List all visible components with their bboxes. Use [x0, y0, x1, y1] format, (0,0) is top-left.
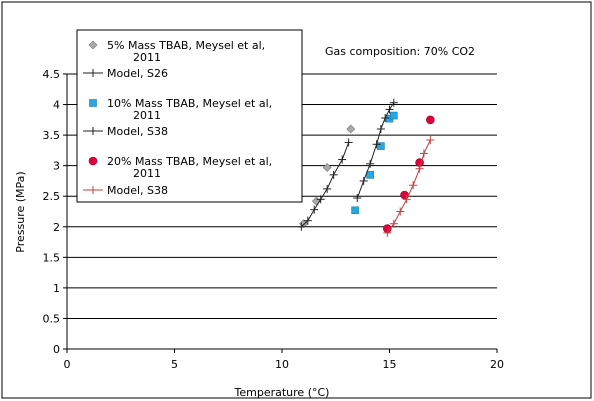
data-point [366, 171, 374, 179]
data-point [426, 115, 435, 125]
legend-label: 10% Mass TBAB, Meysel et al, 2011 [107, 97, 272, 122]
data-point [377, 142, 385, 150]
data-point [351, 206, 359, 215]
y-axis-title: Pressure (MPa) [14, 171, 27, 252]
x-tick-label: 10 [275, 358, 289, 371]
x-tick-label: 20 [490, 358, 504, 371]
legend: 5% Mass TBAB, Meysel et al, 2011 Model, S2… [76, 29, 303, 203]
legend-label: Model, S26 [107, 67, 168, 80]
y-tick-label: 3.5 [43, 129, 61, 142]
data-point [389, 111, 398, 120]
gas-composition-annotation: Gas composition: 70% CO2 [325, 45, 475, 58]
x-axis-title: Temperature (°C) [234, 386, 330, 399]
legend-swatch-marker [88, 40, 98, 50]
legend-label: 20% Mass TBAB, Meysel et al, 2011 [107, 155, 272, 180]
y-tick-label: 1.5 [43, 251, 61, 264]
legend-label: 5% Mass TBAB, Meysel et al, 2011 [107, 39, 265, 64]
model-line [301, 142, 350, 228]
legend-label: Model, S38 [107, 184, 168, 197]
y-tick-label: 2 [53, 221, 60, 234]
legend-swatch-marker [88, 156, 98, 166]
y-tick-label: 0.5 [43, 312, 61, 325]
legend-swatch-marker [89, 99, 97, 107]
y-tick-label: 1 [53, 282, 60, 295]
model-line [356, 102, 395, 199]
y-tick-label: 0 [53, 343, 60, 356]
data-point [346, 124, 356, 134]
y-tick-label: 4.5 [43, 68, 61, 81]
x-tick-label: 5 [171, 358, 178, 371]
data-point [322, 163, 332, 172]
plot-series [297, 98, 435, 237]
axes: 0 0.5 1 1.5 2 2.5 3 3.5 4 4.5 0 5 10 15 20 [43, 68, 505, 371]
model-line [386, 139, 431, 234]
x-tick-label: 0 [64, 358, 71, 371]
y-tick-label: 2.5 [43, 190, 61, 203]
x-tick-label: 15 [383, 358, 397, 371]
legend-box [76, 29, 303, 203]
y-tick-label: 4 [53, 99, 60, 112]
legend-label: Model, S38 [107, 125, 168, 138]
y-tick-label: 3 [53, 160, 60, 173]
